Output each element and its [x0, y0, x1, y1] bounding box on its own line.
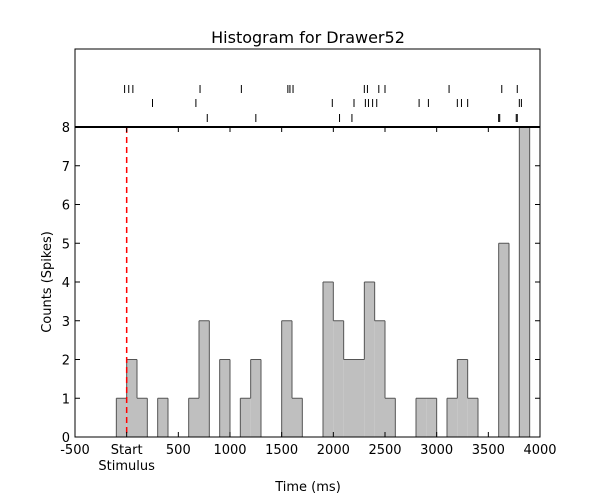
- histogram-bar: [240, 398, 251, 437]
- x-tick-sublabel: Stimulus: [98, 459, 155, 474]
- chart-title: Histogram for Drawer52: [211, 28, 405, 47]
- plot-area-frame: [74, 126, 541, 438]
- y-tick-label: 4: [62, 276, 70, 291]
- y-axis-label: Counts (Spikes): [40, 231, 55, 333]
- x-tick-label: 1500: [265, 443, 298, 458]
- histogram-bar: [385, 398, 396, 437]
- histogram-bar: [354, 359, 365, 437]
- histogram-bar: [467, 398, 478, 437]
- histogram-bar: [447, 398, 458, 437]
- y-axis: 0 1 2 3 4 5 6 7 8: [62, 121, 540, 446]
- histogram-bar: [199, 320, 210, 437]
- histogram-bar: [333, 320, 344, 437]
- x-tick-label: 3500: [472, 443, 505, 458]
- histogram-bar: [116, 398, 127, 437]
- y-tick-label: 3: [62, 315, 70, 330]
- y-tick-label: 2: [62, 354, 70, 369]
- raster-panel: [74, 48, 541, 128]
- histogram-bar: [250, 359, 261, 437]
- histogram-bar: [519, 127, 530, 437]
- histogram-bar: [457, 359, 468, 437]
- y-tick-label: 0: [62, 431, 70, 446]
- histogram-bar: [426, 398, 437, 437]
- y-tick-label: 8: [62, 121, 70, 136]
- x-axis-label: Time (ms): [274, 480, 341, 495]
- x-tick-label: Start: [111, 443, 143, 458]
- histogram-bar: [137, 398, 148, 437]
- histogram-bar: [416, 398, 427, 437]
- x-tick-label: 4000: [523, 443, 556, 458]
- y-tick-label: 1: [62, 392, 70, 407]
- y-tick-label: 6: [62, 199, 70, 214]
- histogram-bar: [281, 320, 292, 437]
- histogram-bar: [343, 359, 354, 437]
- x-tick-label: 2000: [317, 443, 350, 458]
- histogram-bar: [374, 320, 385, 437]
- histogram-bar: [364, 282, 375, 437]
- x-tick-label: 2500: [368, 443, 401, 458]
- histogram-bar: [292, 398, 303, 437]
- histogram-outline: [115, 126, 531, 437]
- y-tick-label: 7: [62, 160, 70, 175]
- x-tick-label: 3000: [420, 443, 453, 458]
- histogram-bar: [498, 243, 509, 437]
- histogram-bar: [126, 359, 137, 437]
- histogram-bar: [323, 282, 334, 437]
- x-tick-label: 500: [166, 443, 191, 458]
- histogram-bar: [219, 359, 230, 437]
- histogram-bar: [157, 398, 168, 437]
- histogram-bars: [115, 126, 531, 437]
- histogram-bar: [188, 398, 199, 437]
- x-tick-label: 1000: [213, 443, 246, 458]
- y-tick-label: 5: [62, 237, 70, 252]
- x-tick-label: -500: [60, 443, 90, 458]
- spike-raster: [124, 85, 522, 122]
